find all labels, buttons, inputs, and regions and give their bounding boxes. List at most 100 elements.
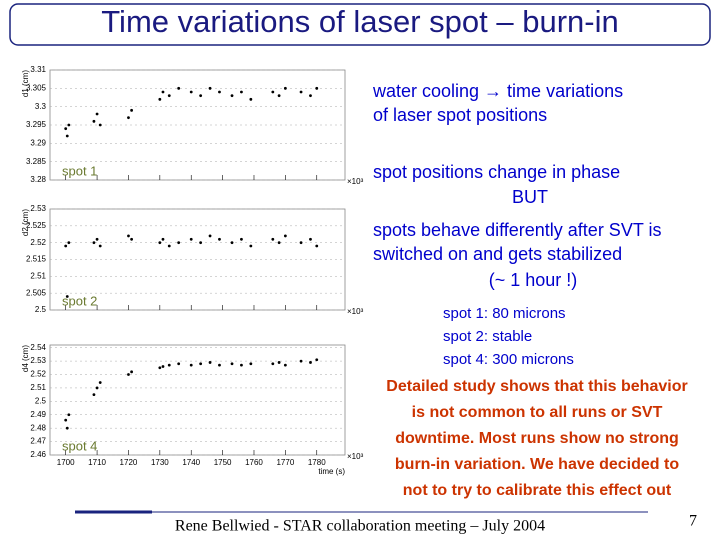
data-point bbox=[208, 86, 212, 90]
data-point bbox=[98, 244, 102, 248]
y-tick-label: 2.5 bbox=[35, 396, 47, 405]
data-point bbox=[67, 413, 71, 417]
text-line: spot positions change in phase bbox=[373, 162, 620, 182]
x-multiplier: ×10³ bbox=[347, 177, 364, 186]
data-point bbox=[271, 237, 275, 241]
x-axis-label: time (s) bbox=[318, 467, 345, 476]
data-point bbox=[230, 94, 234, 98]
y-axis-label: d2 (cm) bbox=[21, 209, 30, 236]
x-tick-label: 1720 bbox=[120, 458, 138, 467]
text-line: burn-in variation. We have decided to bbox=[395, 456, 679, 473]
data-point bbox=[92, 241, 96, 245]
text-line: Detailed study shows that this behavior bbox=[386, 378, 687, 395]
y-tick-label: 2.48 bbox=[30, 423, 46, 432]
data-point bbox=[277, 241, 281, 245]
data-point bbox=[230, 362, 234, 366]
data-point bbox=[64, 127, 68, 131]
data-point bbox=[218, 237, 221, 241]
data-point bbox=[249, 244, 253, 248]
y-tick-label: 3.305 bbox=[26, 83, 47, 92]
text-line: BUT bbox=[512, 187, 548, 207]
data-point bbox=[189, 363, 193, 367]
text-line: spot 1: 80 microns bbox=[443, 305, 566, 322]
data-point bbox=[167, 363, 171, 367]
data-point bbox=[65, 426, 69, 430]
y-tick-label: 3.31 bbox=[30, 65, 46, 74]
data-point bbox=[315, 86, 319, 90]
data-point bbox=[315, 358, 319, 362]
data-point bbox=[98, 123, 102, 127]
data-point bbox=[218, 90, 221, 94]
data-point bbox=[309, 94, 312, 98]
data-point bbox=[240, 90, 243, 94]
data-point bbox=[161, 90, 165, 94]
data-point bbox=[208, 234, 212, 238]
data-point bbox=[67, 123, 71, 127]
x-tick-label: 1710 bbox=[88, 458, 106, 467]
page-number: 7 bbox=[689, 513, 697, 530]
y-tick-label: 2.53 bbox=[30, 356, 46, 365]
data-point bbox=[95, 386, 99, 390]
data-point bbox=[161, 365, 165, 368]
data-point bbox=[299, 90, 303, 94]
data-point bbox=[283, 234, 287, 238]
spot-label: spot 1 bbox=[62, 163, 97, 178]
data-point bbox=[240, 363, 243, 367]
data-point bbox=[271, 90, 275, 94]
text-line: of laser spot positions bbox=[373, 105, 547, 125]
data-point bbox=[199, 241, 203, 245]
text-line: spot 4: 300 microns bbox=[443, 351, 574, 368]
data-point bbox=[199, 362, 203, 366]
text-line: downtime. Most runs show no strong bbox=[395, 430, 679, 447]
x-tick-label: 1700 bbox=[57, 458, 75, 467]
data-point bbox=[177, 362, 181, 366]
data-point bbox=[127, 116, 130, 120]
data-point bbox=[177, 241, 181, 245]
data-point bbox=[240, 237, 243, 241]
data-point bbox=[218, 363, 221, 367]
data-point bbox=[208, 361, 212, 364]
data-point bbox=[95, 237, 99, 241]
y-tick-label: 2.47 bbox=[30, 437, 46, 446]
data-point bbox=[158, 241, 162, 245]
y-tick-label: 3.29 bbox=[30, 138, 46, 147]
data-point bbox=[309, 237, 312, 241]
data-point bbox=[230, 241, 234, 245]
data-point bbox=[177, 86, 181, 90]
data-point bbox=[65, 295, 69, 298]
x-tick-label: 1740 bbox=[182, 458, 200, 467]
data-point bbox=[98, 381, 102, 384]
x-tick-label: 1780 bbox=[308, 458, 326, 467]
data-point bbox=[92, 393, 96, 397]
data-point bbox=[130, 108, 133, 112]
y-tick-label: 3.28 bbox=[30, 175, 46, 184]
data-point bbox=[130, 370, 133, 374]
x-multiplier: ×10³ bbox=[347, 452, 364, 461]
spot-label: spot 2 bbox=[62, 293, 97, 308]
y-tick-label: 2.49 bbox=[30, 410, 46, 419]
y-tick-label: 3.285 bbox=[26, 157, 47, 166]
data-point bbox=[64, 418, 68, 422]
text-line: not to try to calibrate this effect out bbox=[403, 482, 672, 499]
data-point bbox=[309, 361, 312, 364]
data-point bbox=[67, 241, 71, 245]
data-point bbox=[277, 94, 281, 98]
y-tick-label: 3.295 bbox=[26, 120, 47, 129]
data-point bbox=[95, 112, 99, 116]
text-line: spot 2: stable bbox=[443, 328, 532, 345]
x-tick-label: 1730 bbox=[151, 458, 169, 467]
data-point bbox=[167, 244, 171, 248]
data-point bbox=[271, 362, 275, 366]
data-point bbox=[277, 361, 281, 364]
y-tick-label: 2.505 bbox=[26, 288, 47, 297]
y-tick-label: 2.515 bbox=[26, 255, 47, 264]
y-axis-label: d1 (cm) bbox=[21, 70, 30, 97]
data-point bbox=[130, 237, 133, 241]
data-point bbox=[189, 90, 193, 94]
data-point bbox=[315, 244, 319, 248]
spot-label: spot 4 bbox=[62, 438, 97, 453]
footer-text: Rene Bellwied - STAR collaboration meeti… bbox=[175, 518, 545, 535]
y-tick-label: 2.5 bbox=[35, 305, 47, 314]
text-line: water cooling → time variations bbox=[372, 81, 623, 101]
